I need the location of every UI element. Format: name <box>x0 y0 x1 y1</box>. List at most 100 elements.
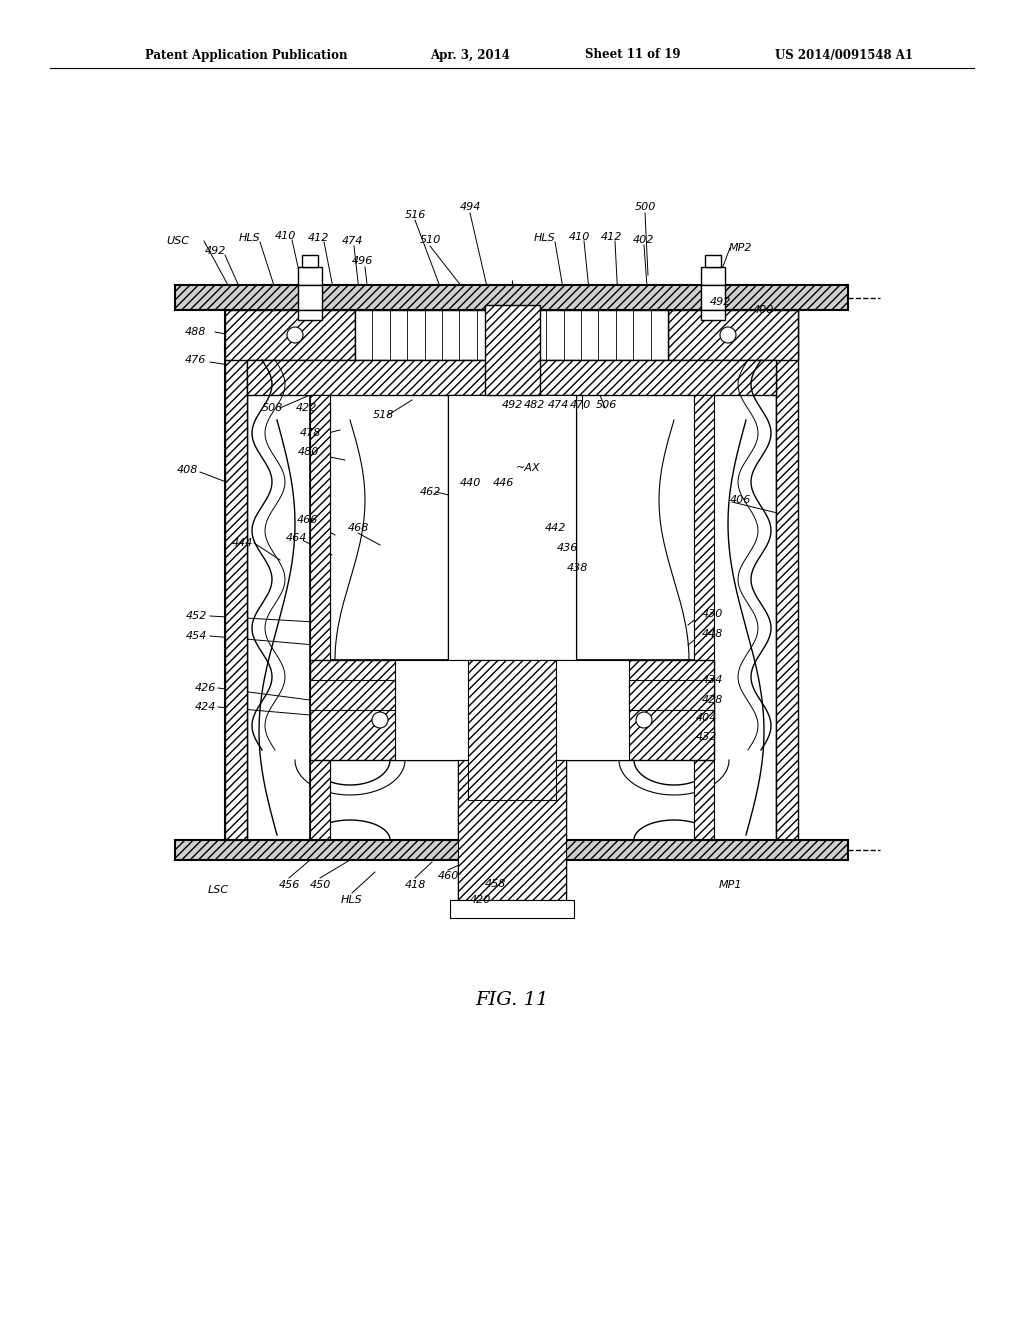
Text: 454: 454 <box>185 631 207 642</box>
Bar <box>302 255 318 267</box>
Text: 422: 422 <box>295 403 316 413</box>
Text: 494: 494 <box>460 202 480 213</box>
Text: USC: USC <box>167 236 189 246</box>
Text: 476: 476 <box>184 355 206 366</box>
Text: Patent Application Publication: Patent Application Publication <box>145 49 347 62</box>
Text: 474: 474 <box>341 236 362 246</box>
Text: 446: 446 <box>493 478 514 488</box>
Bar <box>694 760 714 840</box>
Text: 478: 478 <box>299 428 321 438</box>
Bar <box>458 760 566 900</box>
Bar <box>485 305 540 395</box>
Bar <box>175 840 848 861</box>
Text: 428: 428 <box>701 696 723 705</box>
Text: US 2014/0091548 A1: US 2014/0091548 A1 <box>775 49 913 62</box>
Bar <box>668 310 798 360</box>
Bar <box>450 900 574 917</box>
Text: Apr. 3, 2014: Apr. 3, 2014 <box>430 49 510 62</box>
Text: Sheet 11 of 19: Sheet 11 of 19 <box>585 49 681 62</box>
Bar <box>701 310 725 319</box>
Text: 492: 492 <box>710 297 731 308</box>
Circle shape <box>636 711 652 729</box>
Bar <box>310 680 395 710</box>
Text: 456: 456 <box>279 880 300 890</box>
Text: 482: 482 <box>523 400 545 411</box>
Bar <box>395 660 629 760</box>
Text: 468: 468 <box>347 523 369 533</box>
Text: 424: 424 <box>195 702 216 711</box>
Bar <box>310 760 330 840</box>
Text: 488: 488 <box>184 327 206 337</box>
Text: FIG. 11: FIG. 11 <box>475 991 549 1008</box>
Text: 464: 464 <box>286 533 306 543</box>
Text: 438: 438 <box>566 564 588 573</box>
Text: HLS: HLS <box>341 895 362 906</box>
Text: 420: 420 <box>469 895 490 906</box>
Bar <box>225 310 355 360</box>
Bar <box>310 680 395 710</box>
Text: 492: 492 <box>502 400 522 411</box>
Bar <box>310 760 330 840</box>
Text: 412: 412 <box>307 234 329 243</box>
Bar <box>705 255 721 267</box>
Text: 516: 516 <box>404 210 426 220</box>
Text: 442: 442 <box>545 523 565 533</box>
Bar <box>298 310 322 319</box>
Bar <box>225 310 247 840</box>
Bar <box>310 660 714 760</box>
Text: 496: 496 <box>351 256 373 267</box>
Circle shape <box>720 327 736 343</box>
Bar <box>694 760 714 840</box>
Text: 462: 462 <box>419 487 440 498</box>
Bar <box>247 360 776 395</box>
Bar <box>298 267 322 285</box>
Text: 434: 434 <box>701 675 723 685</box>
Text: 448: 448 <box>701 630 723 639</box>
Bar <box>701 267 725 285</box>
Text: 450: 450 <box>309 880 331 890</box>
Text: 408: 408 <box>176 465 198 475</box>
Text: 506: 506 <box>595 400 616 411</box>
Text: 474: 474 <box>547 400 568 411</box>
Bar <box>449 395 575 660</box>
Text: 466: 466 <box>296 515 317 525</box>
Text: 426: 426 <box>195 682 216 693</box>
Circle shape <box>372 711 388 729</box>
Text: 432: 432 <box>695 733 717 742</box>
Text: 404: 404 <box>695 713 717 723</box>
Text: 412: 412 <box>600 232 622 242</box>
Bar <box>694 395 714 760</box>
Bar <box>629 680 714 710</box>
Text: 510: 510 <box>419 235 440 246</box>
Text: 410: 410 <box>568 232 590 242</box>
Text: 458: 458 <box>484 879 506 888</box>
Text: 500: 500 <box>634 202 655 213</box>
Text: ~AX: ~AX <box>516 463 541 473</box>
Text: MP1: MP1 <box>718 880 741 890</box>
Text: HLS: HLS <box>535 234 556 243</box>
Text: LSC: LSC <box>208 884 228 895</box>
Text: 460: 460 <box>437 871 459 880</box>
Text: 410: 410 <box>274 231 296 242</box>
Text: 492: 492 <box>205 246 225 256</box>
Bar <box>776 310 798 840</box>
Text: HLS: HLS <box>240 234 261 243</box>
Text: 402: 402 <box>632 235 653 246</box>
Bar <box>355 310 668 360</box>
Circle shape <box>287 327 303 343</box>
Bar <box>298 285 322 310</box>
Bar <box>701 285 725 310</box>
Bar <box>310 395 330 760</box>
Text: 406: 406 <box>729 495 751 506</box>
Text: MP2: MP2 <box>728 243 752 253</box>
Bar <box>629 680 714 710</box>
Text: 508: 508 <box>261 403 283 413</box>
Text: 480: 480 <box>297 447 318 457</box>
Text: 470: 470 <box>569 400 591 411</box>
Text: 518: 518 <box>373 411 393 420</box>
Text: 430: 430 <box>701 609 723 619</box>
Text: 444: 444 <box>231 539 253 548</box>
Bar <box>175 285 848 310</box>
Text: 452: 452 <box>185 611 207 620</box>
Text: 436: 436 <box>556 543 578 553</box>
